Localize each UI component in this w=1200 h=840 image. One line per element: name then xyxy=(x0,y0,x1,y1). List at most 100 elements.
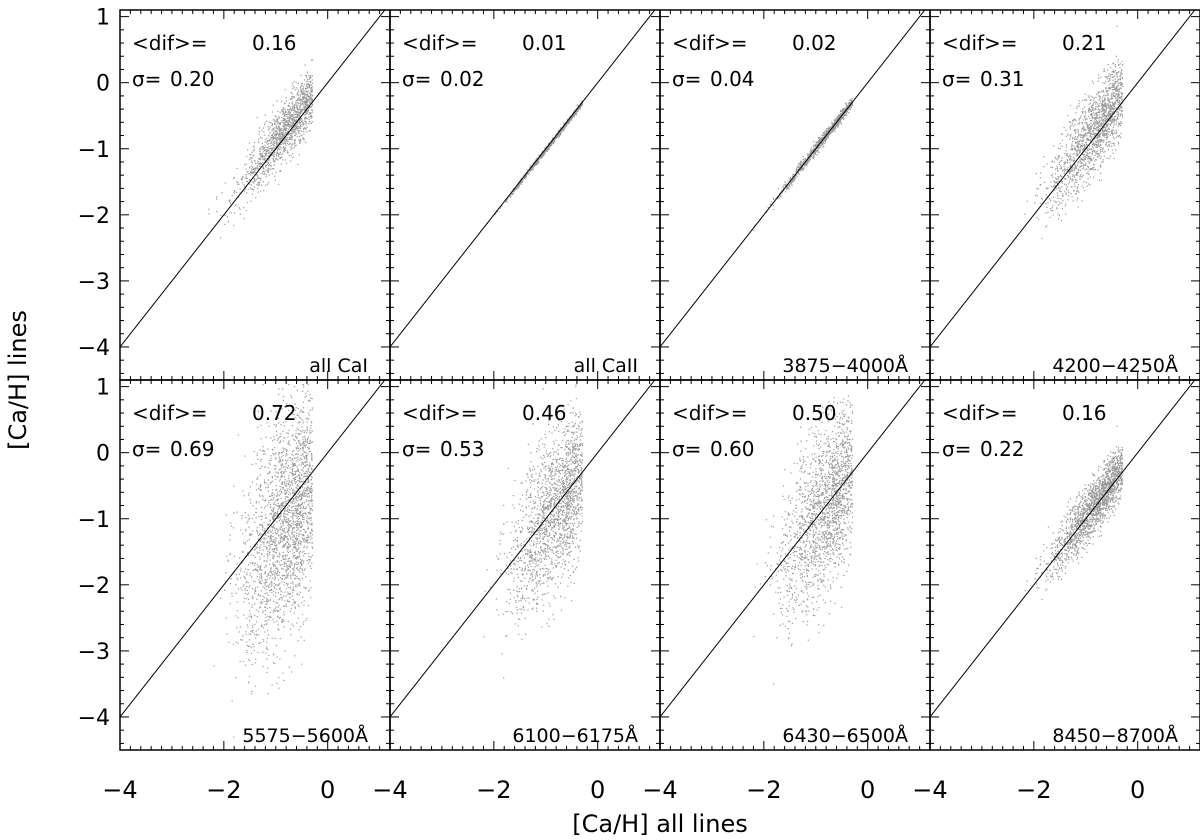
scatter-point xyxy=(278,117,280,119)
scatter-point xyxy=(1054,168,1057,170)
scatter-point xyxy=(1045,203,1047,205)
scatter-point xyxy=(229,200,231,202)
scatter-point xyxy=(801,168,803,170)
scatter-point xyxy=(289,105,291,107)
scatter-point xyxy=(310,74,312,77)
scatter-point xyxy=(290,148,292,150)
scatter-point xyxy=(1107,81,1109,83)
scatter-point xyxy=(1102,89,1104,91)
scatter-point xyxy=(1090,127,1092,129)
scatter-point xyxy=(1083,163,1085,165)
scatter-point xyxy=(1081,140,1083,142)
scatter-point xyxy=(291,101,294,103)
scatter-point xyxy=(1061,182,1063,184)
scatter-point xyxy=(253,182,255,184)
scatter-point xyxy=(302,93,304,95)
scatter-point xyxy=(1090,148,1092,150)
scatter-point xyxy=(295,126,298,128)
scatter-point xyxy=(819,144,821,146)
scatter-point xyxy=(823,139,825,141)
scatter-point xyxy=(286,128,288,130)
scatter-point xyxy=(287,111,290,113)
scatter-point xyxy=(1099,95,1101,98)
scatter-point xyxy=(753,229,755,231)
scatter-point xyxy=(256,162,258,164)
scatter-point xyxy=(298,111,300,113)
scatter-point xyxy=(1091,153,1093,155)
scatter-point xyxy=(1077,145,1080,147)
scatter-point xyxy=(770,201,773,203)
scatter-point xyxy=(294,103,296,106)
scatter-point xyxy=(264,141,266,143)
scatter-point xyxy=(795,177,797,179)
scatter-point xyxy=(1070,193,1072,195)
scatter-point xyxy=(280,163,282,165)
scatter-point xyxy=(851,102,853,104)
scatter-point xyxy=(845,102,847,104)
scatter-point xyxy=(1052,205,1054,207)
dif-label: <dif>= xyxy=(132,31,208,55)
scatter-point xyxy=(1101,108,1103,110)
scatter-point xyxy=(1084,117,1086,119)
scatter-point xyxy=(307,109,309,111)
scatter-point xyxy=(1099,133,1101,135)
scatter-point xyxy=(509,195,511,198)
scatter-point xyxy=(1074,119,1076,121)
scatter-point xyxy=(1062,193,1064,195)
scatter-point xyxy=(1095,109,1097,111)
scatter-point xyxy=(276,120,278,122)
scatter-point xyxy=(568,121,570,123)
scatter-point xyxy=(252,168,255,170)
scatter-point xyxy=(265,151,267,153)
scatter-point xyxy=(1090,128,1092,130)
scatter-point xyxy=(279,127,281,130)
scatter-point xyxy=(815,145,818,147)
scatter-point xyxy=(291,83,294,85)
scatter-point xyxy=(1086,145,1088,147)
scatter-point xyxy=(274,151,276,153)
scatter-point xyxy=(1091,167,1093,170)
scatter-point xyxy=(512,192,514,195)
scatter-point xyxy=(1105,81,1107,83)
scatter-point xyxy=(1094,128,1096,130)
scatter-point xyxy=(272,141,274,143)
scatter-point xyxy=(520,181,523,183)
scatter-point xyxy=(576,109,578,111)
scatter-point xyxy=(277,137,279,140)
scatter-point xyxy=(311,104,314,106)
scatter-point xyxy=(807,154,809,156)
scatter-point xyxy=(1089,169,1091,171)
scatter-point xyxy=(811,151,814,153)
scatter-point xyxy=(571,119,573,121)
scatter-point xyxy=(1088,108,1090,110)
scatter-point xyxy=(1076,171,1078,174)
scatter-point xyxy=(301,110,303,113)
scatter-point xyxy=(1077,153,1079,155)
scatter-point xyxy=(536,158,538,160)
scatter-point xyxy=(769,203,771,205)
scatter-point xyxy=(1080,115,1082,117)
scatter-point xyxy=(1069,134,1071,136)
scatter-point xyxy=(281,116,283,119)
scatter-point xyxy=(1049,216,1051,218)
scatter-point xyxy=(1057,184,1060,186)
scatter-point xyxy=(817,143,820,145)
scatter-point xyxy=(299,112,302,114)
scatter-point xyxy=(1082,137,1084,139)
scatter-point xyxy=(803,160,806,162)
scatter-point xyxy=(305,101,307,103)
scatter-point xyxy=(246,171,248,173)
scatter-point xyxy=(275,155,278,157)
scatter-point xyxy=(307,94,309,96)
scatter-point xyxy=(1115,100,1117,102)
scatter-point xyxy=(1103,70,1106,72)
scatter-point xyxy=(279,138,282,140)
scatter-point xyxy=(825,130,827,132)
scatter-point xyxy=(303,97,305,99)
scatter-point xyxy=(1063,165,1065,168)
scatter-point xyxy=(302,98,305,100)
scatter-point xyxy=(845,110,847,112)
scatter-point xyxy=(291,93,293,95)
scatter-point xyxy=(813,145,815,147)
scatter-point xyxy=(263,158,265,160)
